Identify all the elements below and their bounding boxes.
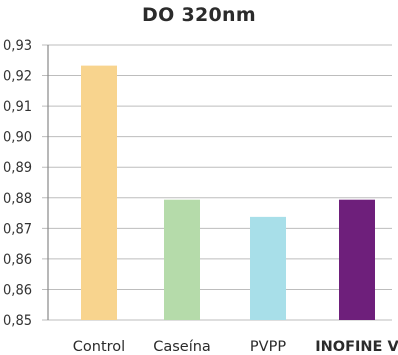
y-tick-label: 0,93 [3,38,32,54]
y-tick-label: 0,85 [3,313,32,329]
y-tick-label: 0,88 [3,191,32,207]
y-tick-label: 0,86 [3,282,32,298]
category-label: Control [73,339,125,355]
y-tick-labels: 0,93 0,92 0,91 0,90 0,89 0,88 0,87 0,86 0,86 0,85 [3,38,32,329]
bar-pvpp [250,216,286,320]
category-label: PVPP [250,339,286,355]
category-labels: Control Caseína PVPP INOFINE V [73,339,398,355]
chart-title: DO 320nm [142,4,256,26]
y-tick-label: 0,92 [3,69,32,85]
category-label: Caseína [153,339,211,355]
y-tick-label: 0,90 [3,130,32,146]
y-tick-label: 0,91 [3,99,32,115]
bar-case-na [164,199,200,320]
category-label: INOFINE V [315,339,398,355]
bars [81,65,375,320]
y-tick-label: 0,89 [3,160,32,176]
bar-control [81,65,117,320]
y-tick-label: 0,87 [3,221,32,237]
bar-inofine-v [339,199,375,320]
y-tick-label: 0,86 [3,252,32,268]
